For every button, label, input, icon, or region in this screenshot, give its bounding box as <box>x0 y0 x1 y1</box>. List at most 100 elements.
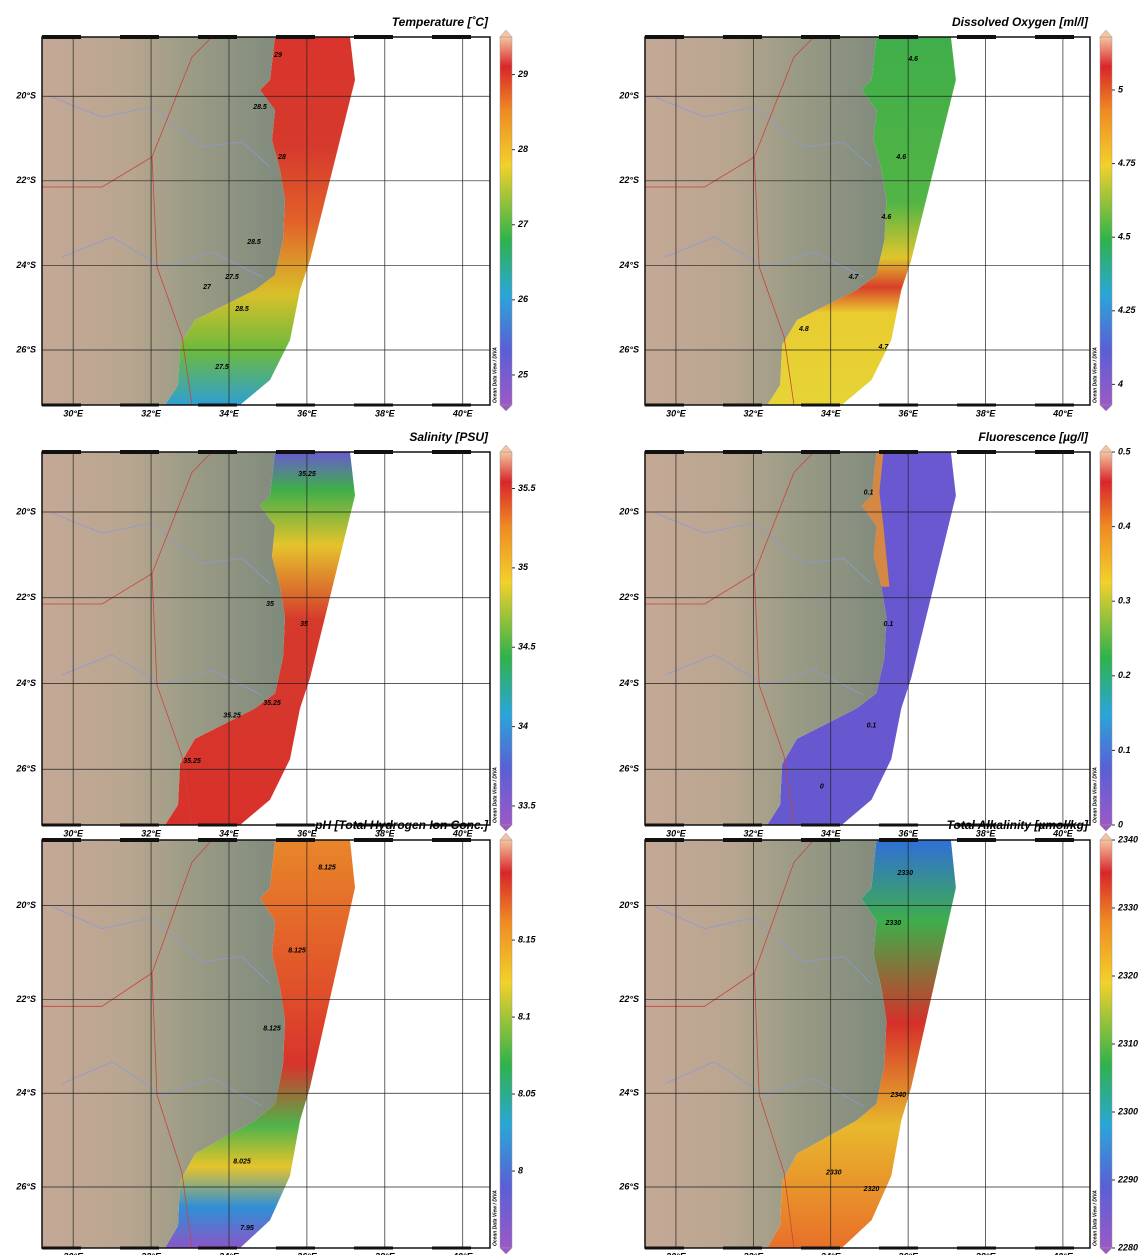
colorbar: 2280 2290 2300 2310 2320 2330 2340 <box>1099 832 1138 1255</box>
colorbar-label: 34 <box>518 721 528 731</box>
panel-title: Total Alkalinity [µmol/kg] <box>947 818 1089 832</box>
lon-label: 32°E <box>744 1251 765 1255</box>
frame <box>41 36 491 406</box>
colorbar-label: 33.5 <box>518 800 537 810</box>
contour-label: 8.125 <box>318 865 336 872</box>
lon-label: 30°E <box>63 828 84 838</box>
colorbar: 33.5 34 34.5 35 35.5 <box>499 444 537 832</box>
colorbar-label: 29 <box>517 69 528 79</box>
lon-label: 36°E <box>898 828 919 838</box>
lat-label: 26°S <box>15 764 36 774</box>
contour-label: 35.25 <box>298 471 316 478</box>
coastal-bloom <box>861 452 890 587</box>
contour-label: 35.25 <box>263 700 281 707</box>
lon-label: 40°E <box>452 828 474 838</box>
lat-label: 20°S <box>15 91 36 101</box>
lon-label: 34°E <box>219 408 240 418</box>
colorbar-label: 5 <box>1118 84 1124 94</box>
lon-label: 40°E <box>452 408 474 418</box>
lon-label: 30°E <box>666 408 687 418</box>
land <box>645 37 887 405</box>
lon-label: 40°E <box>1052 408 1074 418</box>
contour-label: 4.6 <box>895 154 906 161</box>
border <box>151 156 193 406</box>
lon-label: 38°E <box>375 408 396 418</box>
frame <box>41 839 491 1249</box>
lat-label: 20°S <box>618 506 639 516</box>
lat-label: 22°S <box>618 175 639 185</box>
contour-label: 0.1 <box>867 723 877 730</box>
colorbar-label: 0.5 <box>1118 446 1132 456</box>
lon-label: 36°E <box>297 408 318 418</box>
lon-label: 36°E <box>898 1251 919 1255</box>
field <box>165 452 355 825</box>
colorbar-label: 26 <box>517 294 529 304</box>
contour-label: 35.25 <box>223 712 241 719</box>
colorbar-extend <box>499 444 513 453</box>
colorbar-label: 25 <box>517 369 529 379</box>
colorbar-extend <box>499 404 513 412</box>
lon-label: 34°E <box>219 1251 240 1255</box>
contour-label: 8.025 <box>233 1158 251 1165</box>
border <box>151 573 193 826</box>
lon-label: 38°E <box>976 1251 997 1255</box>
contour-label: 0.1 <box>883 621 893 628</box>
lat-label: 26°S <box>618 764 639 774</box>
frame <box>644 839 1091 1249</box>
colorbar-extend <box>499 832 513 841</box>
contour-label: 4.8 <box>798 326 809 333</box>
field <box>767 840 956 1248</box>
map-panel: 30°E 32°E 34°E 36°E 38°E 40°E 20°S 22°S 24°S 26°S… <box>618 35 1091 418</box>
contour-label: 27 <box>202 284 212 291</box>
colorbar-ramp <box>1099 36 1113 406</box>
colorbar-label: 0.2 <box>1118 670 1131 680</box>
lat-label: 26°S <box>15 344 36 354</box>
lon-label: 34°E <box>821 408 842 418</box>
colorbar-label: 8 <box>518 1165 523 1175</box>
colorbar-label: 2330 <box>1117 902 1138 912</box>
lon-label: 32°E <box>141 828 162 838</box>
land <box>42 840 285 1248</box>
credit: Ocean Data View / DIVA <box>1092 347 1098 403</box>
lon-label: 36°E <box>898 408 919 418</box>
land <box>42 452 285 825</box>
lon-label: 32°E <box>141 408 162 418</box>
colorbar-label: 0.3 <box>1118 596 1131 606</box>
colorbar-extend <box>499 1247 513 1255</box>
lat-label: 22°S <box>618 592 639 602</box>
contour-label: 35 <box>300 621 308 628</box>
contour-label: 35.25 <box>183 758 201 765</box>
colorbar-label: 0.1 <box>1118 745 1131 755</box>
colorbar-label: 2280 <box>1117 1242 1138 1252</box>
colorbar-label: 4.25 <box>1117 305 1137 315</box>
border <box>753 573 795 826</box>
river <box>654 96 872 168</box>
field <box>767 452 956 825</box>
colorbar-extend <box>1099 1247 1113 1255</box>
lon-label: 34°E <box>821 828 842 838</box>
contour-label: 28.5 <box>246 239 261 246</box>
colorbar-label: 0.4 <box>1118 521 1131 531</box>
colorbar: 4 4.25 4.5 4.75 5 <box>1099 29 1137 412</box>
contour-label: 28 <box>277 154 286 161</box>
lon-label: 32°E <box>744 408 765 418</box>
lon-label: 40°E <box>1052 828 1074 838</box>
colorbar-extend <box>499 824 513 832</box>
river <box>51 96 271 168</box>
river <box>51 512 271 585</box>
panel-title: Salinity [PSU] <box>409 430 489 444</box>
contour-label: 4.7 <box>878 344 890 351</box>
border <box>753 156 795 406</box>
contour-label: 27.5 <box>224 274 239 281</box>
lon-label: 32°E <box>744 828 765 838</box>
colorbar-ramp <box>1099 839 1113 1249</box>
lat-label: 26°S <box>618 1181 639 1191</box>
colorbar-label: 35 <box>518 562 529 572</box>
lat-label: 26°S <box>618 344 639 354</box>
colorbar-extend <box>499 29 513 38</box>
lon-label: 30°E <box>666 1251 687 1255</box>
lat-label: 22°S <box>15 592 36 602</box>
panel-title: Dissolved Oxygen [ml/l] <box>952 15 1089 29</box>
lat-label: 20°S <box>15 506 36 516</box>
